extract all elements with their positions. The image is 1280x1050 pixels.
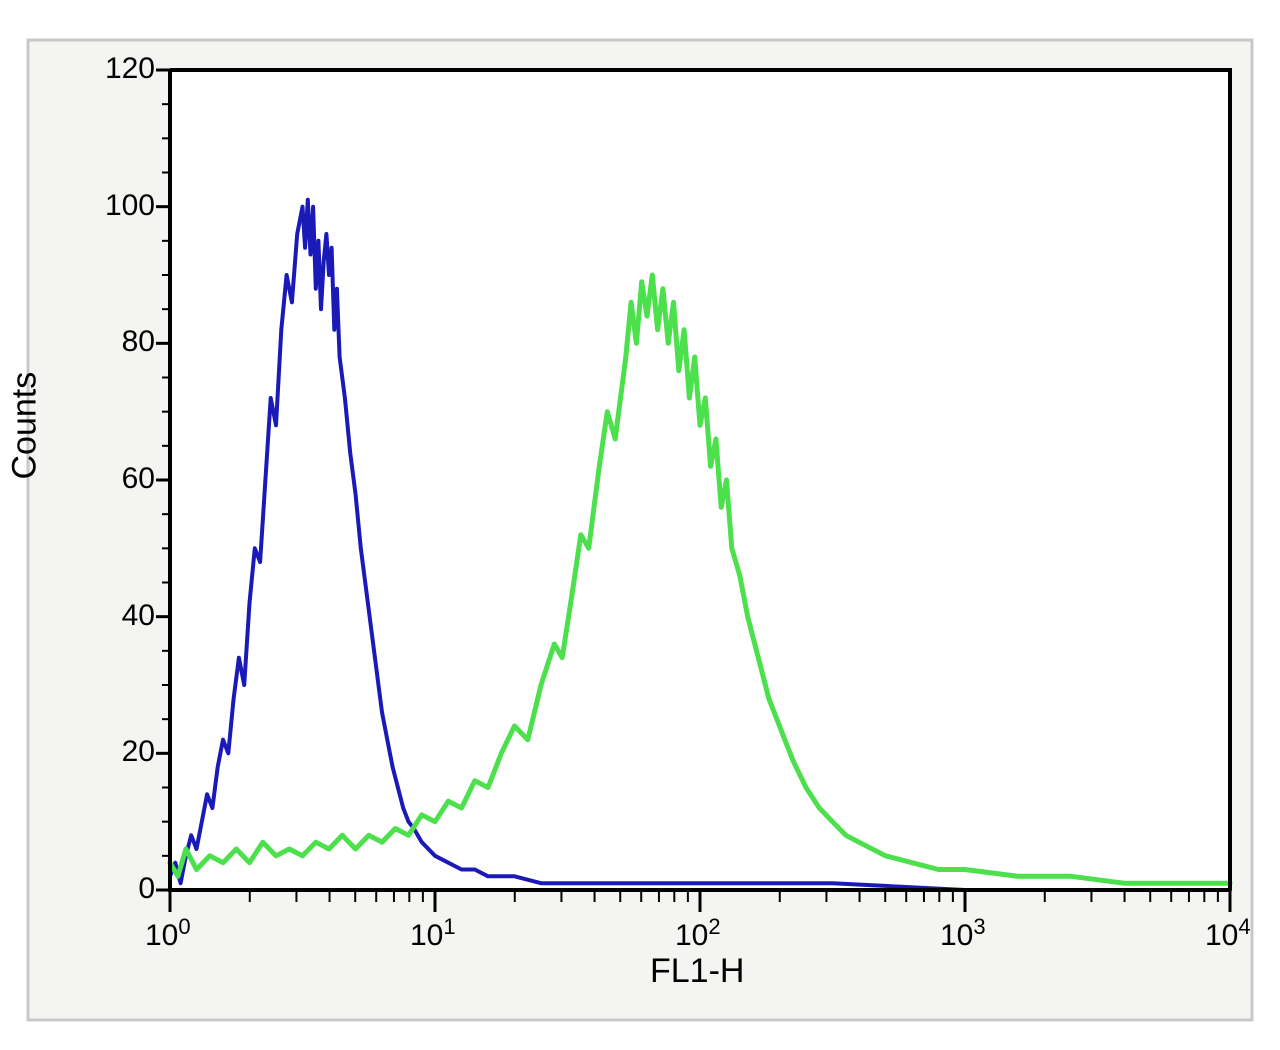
xtick-label: 104 — [1205, 914, 1251, 953]
ytick-label: 100 — [95, 189, 155, 223]
xtick-label: 101 — [410, 914, 456, 953]
ytick-label: 60 — [95, 462, 155, 496]
ytick-label: 120 — [95, 52, 155, 86]
ytick-label: 40 — [95, 599, 155, 633]
ytick-label: 0 — [95, 872, 155, 906]
chart-canvas — [0, 0, 1280, 1050]
xtick-label: 100 — [145, 914, 191, 953]
xtick-label: 102 — [675, 914, 721, 953]
xaxis-label: FL1-H — [650, 952, 744, 991]
yaxis-label: Counts — [6, 372, 45, 480]
ytick-label: 80 — [95, 325, 155, 359]
xtick-label: 103 — [940, 914, 986, 953]
ytick-label: 20 — [95, 735, 155, 769]
figure-container: 0 20 40 60 80 100 120 Counts 100 101 102 103 104 FL1-… — [0, 0, 1280, 1050]
